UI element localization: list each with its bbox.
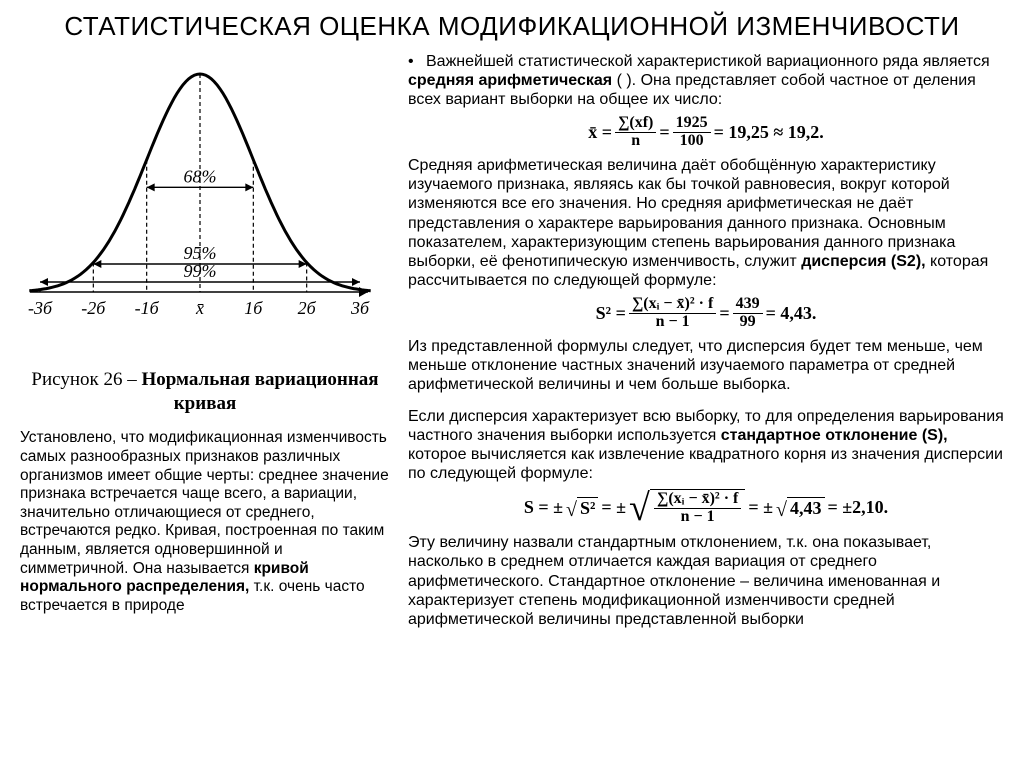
f2-den2: 99 xyxy=(733,314,763,331)
f3-lhs: S = ± xyxy=(524,497,563,519)
figure-caption: Рисунок 26 – Нормальная вариационная кри… xyxy=(20,368,390,416)
p2-b: дисперсия (S2), xyxy=(801,253,925,270)
f1-num2: 1925 xyxy=(673,115,711,133)
two-column-layout: -3б -2б -1б x̄ 1б 2б 3б 68% 95%99% Рисунок 26 – … xyxy=(20,52,1004,635)
f2-num2: 439 xyxy=(733,296,763,314)
svg-text:95%: 95% xyxy=(184,243,217,263)
formula-stddev: S = ± √S² = ± √ ∑(xᵢ − x̄)² · fn − 1 = ±… xyxy=(408,489,1004,527)
caption-bold: Нормальная вариационная кривая xyxy=(142,369,379,414)
svg-text:68%: 68% xyxy=(184,166,217,186)
p1-b: средняя арифметическая xyxy=(408,72,612,89)
paragraph-1: •Важнейшей статистической характеристико… xyxy=(408,52,1004,110)
paragraph-2: Средняя арифметическая величина даёт обо… xyxy=(408,156,1004,290)
f3-b1: S² xyxy=(577,497,598,520)
svg-text:3б: 3б xyxy=(350,298,370,318)
caption-prefix: Рисунок 26 – xyxy=(31,369,141,390)
f2-den: n − 1 xyxy=(629,314,716,331)
f2-eq: = 4,43. xyxy=(766,303,817,325)
f3-mid2: = ± xyxy=(748,497,773,519)
p4-c: которое вычисляется как извлечение квадр… xyxy=(408,446,1003,482)
f2-num: ∑(xᵢ − x̄)² · f xyxy=(629,296,716,314)
bell-curve-chart: -3б -2б -1б x̄ 1б 2б 3б 68% 95%99% xyxy=(20,52,390,362)
left-column: -3б -2б -1б x̄ 1б 2б 3б 68% 95%99% Рисунок 26 – … xyxy=(20,52,390,635)
paragraph-4: Если дисперсия характеризует всю выборку… xyxy=(408,407,1004,484)
p4-b: стандартное отклонение (S), xyxy=(721,427,948,444)
svg-text:1б: 1б xyxy=(244,298,263,318)
svg-text:-1б: -1б xyxy=(135,298,160,318)
formula-mean: x̄ = ∑(xf)n = 1925100 = 19,25 ≈ 19,2. xyxy=(408,115,1004,150)
right-column: •Важнейшей статистической характеристико… xyxy=(408,52,1004,635)
f3-den: n − 1 xyxy=(654,509,741,526)
bullet-icon: • xyxy=(408,52,426,71)
f1-den2: 100 xyxy=(673,133,711,150)
f3-tail: = ±2,10. xyxy=(828,497,889,519)
f1-num1: ∑(xf) xyxy=(615,115,656,133)
svg-text:x̄: x̄ xyxy=(195,298,204,318)
paragraph-5: Эту величину назвали стандартным отклоне… xyxy=(408,533,1004,629)
left-text-1: Установлено, что модификационная изменчи… xyxy=(20,429,389,576)
p1-a: Важнейшей статистической характеристикой… xyxy=(426,53,990,70)
f2-lhs: S² = xyxy=(596,303,626,325)
f3-mid: = ± xyxy=(601,497,626,519)
svg-text:2б: 2б xyxy=(298,298,317,318)
paragraph-3: Из представленной формулы следует, что д… xyxy=(408,337,1004,395)
svg-text:99%: 99% xyxy=(184,261,217,281)
left-paragraph: Установлено, что модификационная изменчи… xyxy=(20,429,390,615)
f1-lhs: x̄ = xyxy=(588,122,612,144)
f1-eq: = 19,25 ≈ 19,2. xyxy=(714,122,824,144)
f3-num: ∑(xᵢ − x̄)² · f xyxy=(654,491,741,509)
page-title: СТАТИСТИЧЕСКАЯ ОЦЕНКА МОДИФИКАЦИОННОЙ ИЗ… xyxy=(20,12,1004,42)
f1-den1: n xyxy=(615,133,656,150)
f3-b2: 4,43 xyxy=(787,497,825,520)
svg-text:-2б: -2б xyxy=(81,298,106,318)
formula-variance: S² = ∑(xᵢ − x̄)² · fn − 1 = 43999 = 4,43… xyxy=(408,296,1004,331)
svg-text:-3б: -3б xyxy=(28,298,53,318)
